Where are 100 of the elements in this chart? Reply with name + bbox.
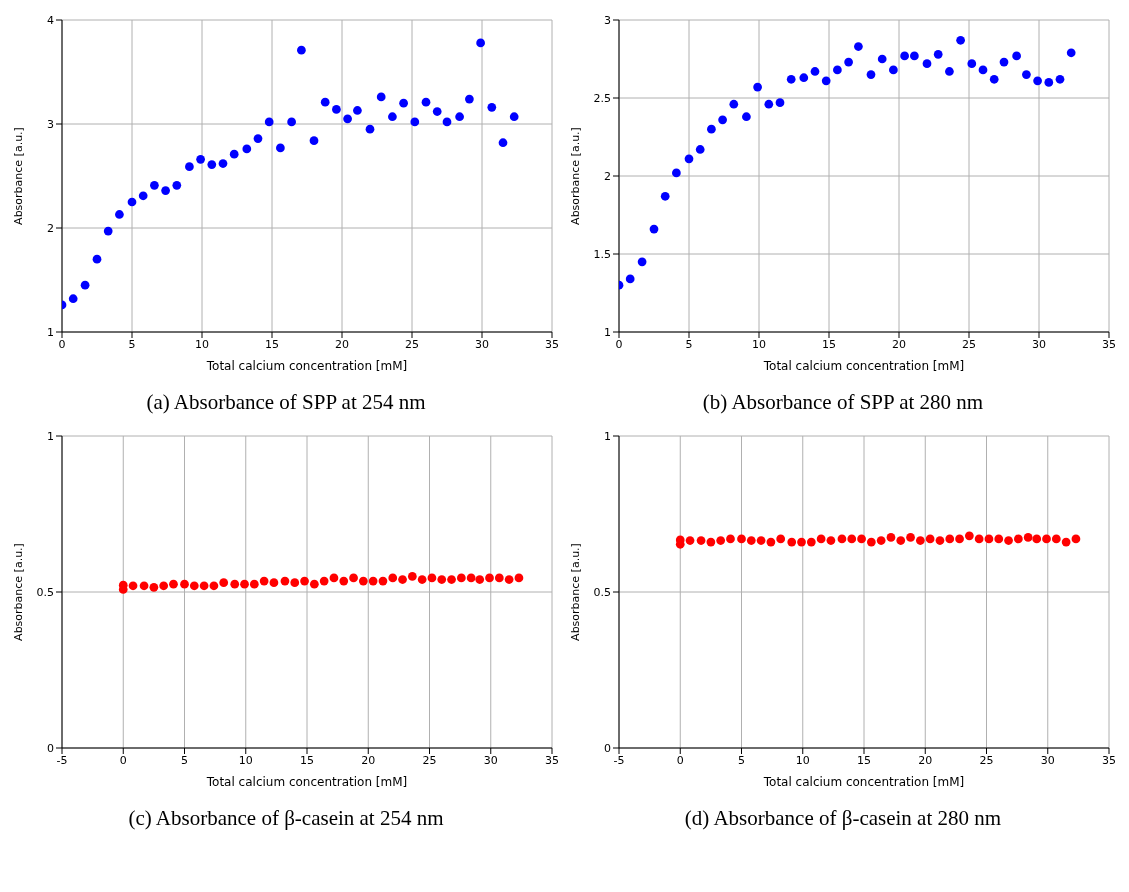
point xyxy=(978,65,988,75)
point xyxy=(672,168,681,178)
point xyxy=(128,581,138,591)
point xyxy=(399,98,408,108)
point xyxy=(1044,78,1054,87)
point xyxy=(753,82,762,92)
x-tick-label: 35 xyxy=(1102,337,1116,351)
point xyxy=(365,124,375,134)
point xyxy=(92,254,102,264)
x-tick-label: 25 xyxy=(962,337,976,351)
point xyxy=(810,67,820,76)
point xyxy=(229,149,239,159)
point xyxy=(115,210,124,219)
y-tick-label: 2 xyxy=(47,221,54,235)
y-tick-label: 0.5 xyxy=(593,585,611,599)
x-tick-label: 25 xyxy=(979,753,994,767)
y-tick-label: 3 xyxy=(47,117,54,131)
point xyxy=(249,579,259,589)
point xyxy=(956,35,965,45)
x-tick-label: 20 xyxy=(892,337,906,351)
point xyxy=(343,114,352,124)
point xyxy=(487,103,497,112)
y-axis-title: Absorbance [a.u.] xyxy=(568,127,582,225)
x-tick-label: 20 xyxy=(335,337,349,351)
y-tick-label: 1 xyxy=(47,325,54,339)
point xyxy=(742,112,751,122)
point xyxy=(844,57,853,67)
y-tick-label: 0 xyxy=(604,741,611,755)
point xyxy=(138,191,148,201)
x-tick-label: 0 xyxy=(676,753,684,767)
point xyxy=(889,65,898,75)
x-tick-label: 30 xyxy=(483,753,498,767)
point xyxy=(637,257,647,267)
point xyxy=(509,112,519,122)
point xyxy=(300,576,309,586)
x-axis-title: Total calcium concentration [mM] xyxy=(762,359,965,373)
point xyxy=(103,226,113,236)
point xyxy=(376,92,386,102)
point xyxy=(80,280,90,290)
point xyxy=(821,76,831,86)
x-tick-label: 5 xyxy=(181,753,188,767)
point xyxy=(349,573,358,583)
point xyxy=(290,578,300,587)
point xyxy=(967,59,977,69)
point xyxy=(207,160,217,169)
point xyxy=(149,582,159,592)
point xyxy=(437,575,447,584)
point xyxy=(866,70,876,79)
point xyxy=(465,94,474,104)
point xyxy=(253,134,263,143)
point xyxy=(407,572,417,581)
point xyxy=(150,181,159,190)
point xyxy=(421,97,431,107)
point xyxy=(320,97,330,107)
x-tick-label: 15 xyxy=(857,753,871,767)
point xyxy=(398,575,407,584)
point xyxy=(455,112,464,122)
point xyxy=(625,274,635,284)
point xyxy=(729,99,739,109)
point xyxy=(764,99,774,109)
point xyxy=(775,98,785,108)
point xyxy=(358,576,368,586)
point xyxy=(287,117,296,127)
point xyxy=(353,106,362,115)
x-tick-label: 30 xyxy=(1040,753,1055,767)
point xyxy=(718,115,727,125)
point xyxy=(280,576,290,586)
y-tick-label: 1 xyxy=(47,429,54,443)
y-tick-label: 3 xyxy=(604,13,611,27)
x-tick-label: 15 xyxy=(265,337,279,351)
y-tick-label: 1.5 xyxy=(593,247,611,261)
x-tick-label: 10 xyxy=(795,753,810,767)
point xyxy=(319,576,329,586)
point xyxy=(68,294,78,304)
point xyxy=(297,45,306,55)
text: (a) Absorbance of SPP at 254 nm xyxy=(146,390,426,416)
point xyxy=(649,224,659,234)
point xyxy=(388,573,398,583)
point xyxy=(199,581,209,591)
point xyxy=(877,54,887,64)
x-tick-label: 35 xyxy=(545,337,559,351)
point xyxy=(999,57,1009,67)
point xyxy=(339,576,349,586)
x-tick-label: 35 xyxy=(545,753,559,767)
y-tick-label: 2.5 xyxy=(593,91,611,105)
point xyxy=(242,144,252,154)
y-tick-label: 1 xyxy=(604,429,611,443)
point xyxy=(799,73,809,83)
point xyxy=(276,143,285,153)
y-axis-title: Absorbance [a.u.] xyxy=(11,543,25,641)
point xyxy=(172,181,182,190)
text: (c) Absorbance of β-casein at 254 nm xyxy=(128,806,444,832)
point xyxy=(475,575,485,584)
point xyxy=(378,576,388,586)
point xyxy=(933,49,943,59)
point xyxy=(410,117,420,127)
point xyxy=(910,51,919,61)
point xyxy=(786,74,796,84)
point xyxy=(1066,48,1076,58)
point xyxy=(466,573,476,583)
